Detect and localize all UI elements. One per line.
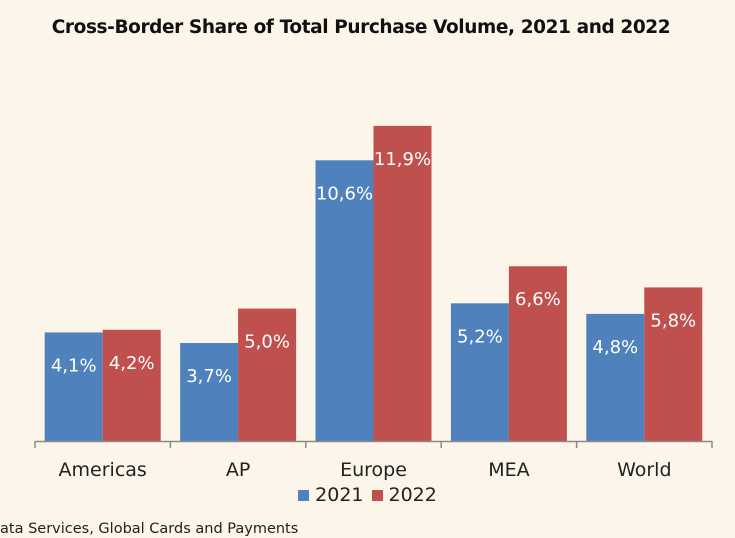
data-label-world-2021: 4,8% [592,337,638,358]
bar-ap-2022 [238,308,297,441]
source-note: ata Services, Global Cards and Payments [0,521,299,537]
x-tick-label-europe: Europe [340,459,407,481]
bar-world-2022 [644,287,703,441]
x-tick-label-ap: AP [226,459,250,481]
bar-world-2021 [586,313,645,441]
data-label-americas-2021: 4,1% [51,355,97,376]
data-label-mea-2021: 5,2% [457,326,503,347]
legend-label-2022: 2022 [388,484,437,506]
legend-item-2022: 2022 [371,484,437,506]
legend: 2021 2022 [0,484,735,506]
x-tick-label-world: World [617,459,671,481]
bar-europe-2022 [373,125,432,441]
x-tick-label-mea: MEA [488,459,529,481]
data-label-world-2022: 5,8% [650,310,696,331]
x-tick-label-americas: Americas [59,459,147,481]
data-label-ap-2022: 5,0% [244,332,290,353]
bar-mea-2021 [450,303,509,441]
bar-americas-2021 [44,332,103,441]
bars-layer [44,125,703,441]
legend-item-2021: 2021 [298,484,364,506]
bar-europe-2021 [315,160,374,441]
bar-americas-2022 [102,329,161,441]
legend-swatch-2021 [298,489,310,501]
bar-ap-2021 [180,343,239,441]
data-label-europe-2022: 11,9% [374,149,431,170]
chart-title: Cross-Border Share of Total Purchase Vol… [51,17,671,38]
bar-mea-2022 [508,266,567,441]
x-axis [34,440,713,448]
data-label-mea-2022: 6,6% [515,289,561,310]
legend-label-2021: 2021 [315,484,364,506]
data-label-americas-2022: 4,2% [109,353,155,374]
labels-layer: 4,1% 4,2% Americas 3,7% 5,0% AP 10,6%11,9% Euro… [51,149,696,481]
data-label-europe-2021: 10,6% [316,183,373,204]
data-label-ap-2021: 3,7% [186,366,232,387]
legend-swatch-2022 [371,489,383,501]
